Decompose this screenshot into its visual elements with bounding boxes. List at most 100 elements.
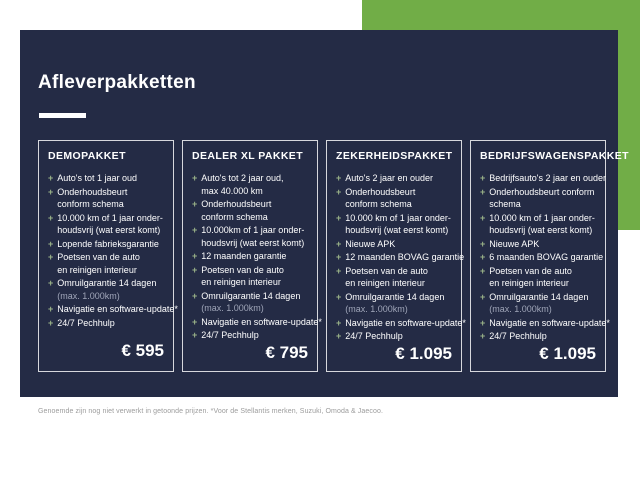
feature-item: +12 maanden garantie (192, 250, 308, 263)
package-card: DEMOPAKKET + Auto's tot 1 jaar oud + Onderho… (38, 140, 178, 372)
feature-line: (max. 1.000km) (201, 303, 264, 313)
feature-line: 24/7 Pechhulp (345, 331, 403, 341)
feature-item: + Poetsen van de auto en reinigen interieu… (48, 251, 164, 276)
feature-line: 10.000km of 1 jaar onder- (201, 225, 305, 235)
feature-line: 12 maanden BOVAG garantie (345, 252, 465, 262)
feature-line: Onderhoudsbeurt (201, 199, 272, 209)
page-title: Afleverpakketten (38, 72, 196, 93)
plus-icon: + (192, 330, 198, 340)
plus-icon: + (48, 238, 54, 249)
plus-icon: + (336, 186, 342, 197)
feature-item: + Auto's tot 2 jaar oud, max 40.000 km (192, 172, 308, 197)
feature-item: + Onderhoudsbeurt conform schema (48, 186, 164, 211)
feature-line: Nieuwe APK (489, 238, 540, 249)
feature-line: Omruilgarantie 14 dagen (57, 278, 157, 288)
feature-line: conform schema (57, 199, 124, 209)
plus-icon: + (336, 212, 342, 223)
feature-item: + Omruilgarantie 14 dagen (max. 1.000km) (336, 291, 452, 316)
feature-line: Poetsen van de auto (489, 265, 572, 276)
feature-item: + Omruilgarantie 14 dagen (max. 1.000km) (48, 277, 164, 302)
feature-item: + Onderhoudsbeurt conform schema (192, 198, 308, 223)
package-price: € 795 (265, 342, 308, 362)
feature-item: + Navigatie en software-update* (48, 303, 178, 316)
feature-item: + Onderhoudsbeurt conform schema (336, 186, 452, 211)
feature-line: conform schema (345, 199, 412, 209)
feature-line: Lopende fabrieksgarantie (57, 238, 159, 249)
feature-line: 24/7 Pechhulp (201, 330, 259, 340)
feature-line: max 40.000 km (201, 185, 263, 196)
plus-icon: + (480, 317, 486, 328)
feature-line: houdsvrij (wat eerst komt) (201, 237, 305, 248)
feature-item: +10.000km of 1 jaar onder-houdsvrij (wat… (192, 224, 308, 249)
feature-line: 6 maanden BOVAG garantie (489, 252, 604, 262)
plus-icon: + (336, 252, 342, 262)
feature-item: + Navigatie en software-update* (336, 317, 466, 330)
feature-line: 10.000 km of 1 jaar onder- (57, 212, 163, 223)
plus-icon: + (480, 291, 486, 302)
feature-item: + Omruilgarantie 14 dagen (max. 1.000km) (480, 291, 596, 316)
plus-icon: + (48, 173, 54, 183)
plus-icon: + (480, 238, 486, 249)
feature-line: Nieuwe APK (345, 238, 396, 249)
feature-line: en reinigen interieur (57, 264, 137, 275)
package-title: BEDRIJFSWAGENSPAKKET (480, 150, 629, 162)
feature-line: (max. 1.000km) (489, 304, 552, 314)
feature-item: +24/7 Pechhulp (480, 330, 596, 343)
feature-item: + Onderhoudsbeurt conform schema (480, 186, 596, 211)
package-price: € 1.095 (539, 343, 596, 363)
feature-line: Navigatie en software-update* (201, 316, 322, 327)
feature-item: +6 maanden BOVAG garantie (480, 251, 603, 264)
package-card: DEALER XL PAKKET + Auto's tot 2 jaar oud, m… (182, 140, 322, 372)
package-price: € 595 (121, 341, 164, 360)
plus-icon: + (480, 265, 486, 276)
feature-line: Onderhoudsbeurt conform (489, 186, 595, 197)
plus-icon: + (480, 186, 486, 197)
feature-item: +10.000 km of 1 jaar onder-houdsvrij (wa… (336, 212, 452, 237)
plus-icon: + (48, 212, 54, 223)
feature-line: Auto's 2 jaar en ouder (345, 173, 434, 183)
package-title: DEALER XL PAKKET (192, 150, 304, 162)
feature-item: +24/7 Pechhulp (48, 317, 164, 330)
feature-item: +24/7 Pechhulp (336, 330, 452, 343)
feature-line: Auto's tot 1 jaar oud (57, 173, 138, 183)
feature-line: Poetsen van de auto (201, 264, 284, 275)
feature-line: Navigatie en software-update* (345, 317, 466, 328)
feature-line: Omruilgarantie 14 dagen (489, 291, 589, 302)
plus-icon: + (480, 173, 486, 183)
feature-item: + Omruilgarantie 14 dagen (max. 1.000km) (192, 290, 308, 315)
plus-icon: + (336, 173, 342, 183)
feature-line: Onderhoudsbeurt (345, 186, 416, 197)
plus-icon: + (192, 290, 198, 301)
package-card: ZEKERHEIDSPAKKET + Auto's 2 jaar en ouder +… (326, 140, 466, 372)
feature-item: +10.000 km of 1 jaar onder-houdsvrij (wa… (480, 212, 596, 237)
feature-line: Navigatie en software-update* (57, 304, 178, 314)
plus-icon: + (48, 186, 54, 197)
feature-line: Poetsen van de auto (57, 252, 140, 262)
feature-item: + Bedrijfsauto's 2 jaar en ouder (480, 172, 606, 185)
feature-item: + Nieuwe APK (336, 238, 452, 251)
feature-item: + Navigatie en software-update* (480, 317, 610, 330)
plus-icon: + (192, 316, 198, 327)
feature-item: + Poetsen van de auto en reinigen interieu… (480, 265, 596, 290)
plus-icon: + (192, 225, 198, 235)
feature-item: + Auto's 2 jaar en ouder (336, 172, 452, 185)
feature-line: Auto's tot 2 jaar oud, (201, 173, 284, 183)
plus-icon: + (480, 212, 486, 223)
plus-icon: + (48, 278, 54, 288)
plus-icon: + (336, 238, 342, 249)
plus-icon: + (48, 304, 54, 314)
package-cards: DEMOPAKKET + Auto's tot 1 jaar oud + Onderho… (38, 140, 629, 372)
plus-icon: + (336, 317, 342, 328)
feature-line: Bedrijfsauto's 2 jaar en ouder (489, 173, 607, 183)
package-card: BEDRIJFSWAGENSPAKKET + Bedrijfsauto's 2 ja… (470, 140, 629, 372)
feature-item: + Poetsen van de auto en reinigen interieu… (336, 265, 452, 290)
feature-item: +24/7 Pechhulp (192, 329, 308, 342)
feature-line: 12 maanden garantie (201, 251, 287, 261)
feature-item: +10.000 km of 1 jaar onder-houdsvrij (wa… (48, 212, 164, 237)
feature-line: en reinigen interieur (201, 277, 281, 287)
feature-line: 24/7 Pechhulp (57, 317, 115, 328)
feature-item: +12 maanden BOVAG garantie (336, 251, 464, 264)
feature-line: houdsvrij (wat eerst komt) (345, 225, 449, 235)
plus-icon: + (192, 251, 198, 261)
plus-icon: + (192, 173, 198, 183)
